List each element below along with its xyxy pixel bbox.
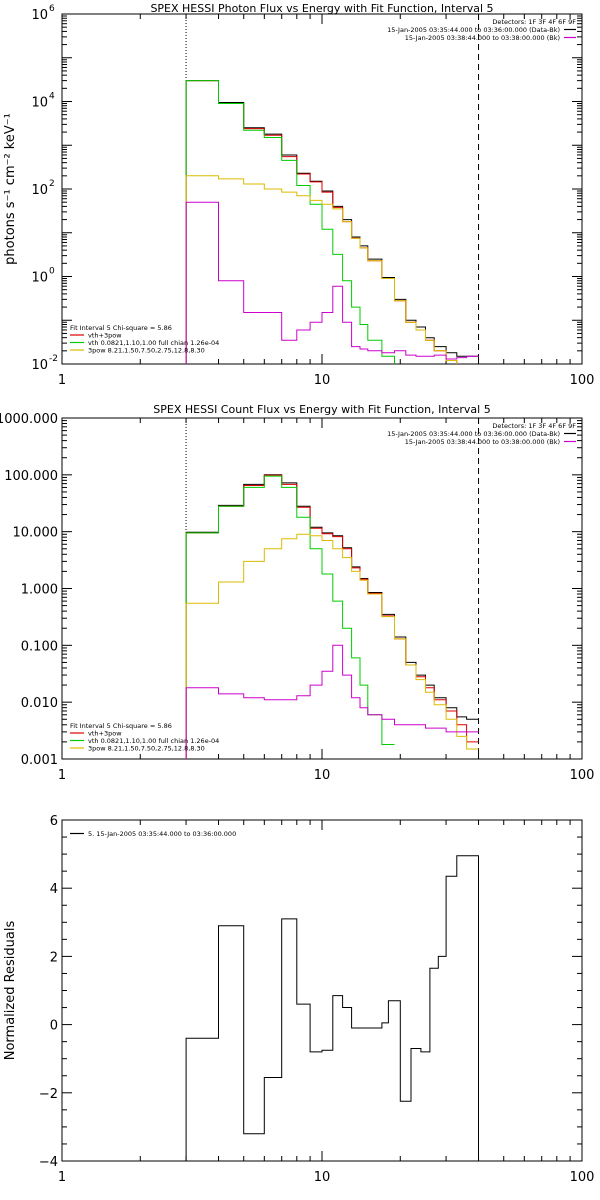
series-line-2 <box>185 80 458 364</box>
y-tick-label-base: 10 <box>31 183 48 198</box>
y-tick-label: 1000.000 <box>0 412 58 427</box>
y-tick-label-base: 10 <box>31 8 48 23</box>
chart-panel-3: 1 10 100 −4 −2 0 2 4 6 Normalized Residuals 5. 15-… <box>3 814 594 1185</box>
y-tick-label-base: 10 <box>31 271 48 286</box>
y-axis-label: Normalized Residuals <box>3 921 18 1061</box>
legend-entry: 3pow 8.21,1.50,7.50,2.75,12.8,8.30 <box>88 347 205 355</box>
legend-entry: 15-Jan-2005 03:35:44.000 to 03:36:00.000… <box>387 26 560 34</box>
y-tick-label: 6 <box>50 814 58 829</box>
x-tick-label: 100 <box>570 373 595 388</box>
y-tick-label: 0.100 <box>21 639 58 654</box>
x-tick-label: 1 <box>58 373 66 388</box>
legend-bottom-left: Fit Interval 5 Chi-square = 5.86vth+3pow… <box>70 722 219 753</box>
y-tick-label: 10.000 <box>13 526 59 541</box>
y-tick-label-exponent: 2 <box>49 179 55 189</box>
y-tick-label: 1.000 <box>21 583 58 598</box>
series-line-1 <box>185 855 479 1161</box>
y-tick-label-exponent: 6 <box>49 4 55 14</box>
legend-entry: vth+3pow <box>88 332 122 340</box>
legend-entry: 5. 15-Jan-2005 03:35:44.000 to 03:36:00.… <box>88 830 236 838</box>
chart-title: SPEX HESSI Photon Flux vs Energy with Fi… <box>150 2 493 15</box>
legend-entry: vth 0.0821,1.10,1.00 full chian 1.26e-04 <box>88 737 219 745</box>
legend-entry: vth+3pow <box>88 730 122 738</box>
y-tick-label: 100.000 <box>4 469 58 484</box>
y-tick-label: −2 <box>39 1087 58 1102</box>
y-tick-label: 10 6 <box>31 4 55 23</box>
legend-entry: vth 0.0821,1.10,1.00 full chian 1.26e-04 <box>88 339 219 347</box>
series-group <box>185 474 479 759</box>
y-tick-label: 0 <box>50 1019 58 1034</box>
y-tick-label-exponent: -2 <box>49 354 58 364</box>
series-line-3 <box>185 475 395 759</box>
legend-title: Detectors: 1F 3F 4F 6F 9F <box>492 18 576 26</box>
y-tick-label-base: 10 <box>31 358 48 373</box>
x-tick-label: 10 <box>314 768 331 783</box>
x-tick-label: 100 <box>570 1170 595 1185</box>
y-tick-label: 10 0 <box>31 267 55 286</box>
y-tick-label: 10 4 <box>31 92 55 111</box>
legend-entry: 15-Jan-2005 03:35:44.000 to 03:36:00.000… <box>387 430 560 438</box>
y-tick-label-exponent: 0 <box>49 267 55 277</box>
x-tick-label: 1 <box>58 1170 66 1185</box>
y-tick-label-exponent: 4 <box>49 92 55 102</box>
legend-entry: 15-Jan-2005 03:38:44.000 to 03:38:00.000… <box>405 438 560 446</box>
plot-frame <box>61 819 583 1162</box>
x-tick-label: 100 <box>570 768 595 783</box>
x-tick-label: 10 <box>314 373 331 388</box>
legend-bottom-left: Fit Interval 5 Chi-square = 5.86vth+3pow… <box>70 324 219 355</box>
series-group <box>185 80 479 364</box>
series-group <box>185 855 479 1161</box>
y-tick-label-base: 10 <box>31 96 48 111</box>
series-line-1 <box>185 474 479 759</box>
y-tick-label: 0.001 <box>21 753 58 768</box>
chart-panel-1: SPEX HESSI Photon Flux vs Energy with Fi… <box>3 2 594 388</box>
y-tick-label: −4 <box>39 1155 58 1170</box>
plot-frame <box>61 417 583 760</box>
legend-entry: 3pow 8.21,1.50,7.50,2.75,12.8,8.30 <box>88 745 205 753</box>
y-axis-label: photons s⁻¹ cm⁻² keV⁻¹ <box>3 113 18 265</box>
series-line-4 <box>185 175 458 364</box>
y-tick-label: 2 <box>50 950 58 965</box>
legend-entry: 15-Jan-2005 03:38:44.000 to 03:38:00.000… <box>405 34 560 42</box>
series-line-4 <box>185 533 479 759</box>
chart-panel-2: SPEX HESSI Count Flux vs Energy with Fit… <box>0 403 594 783</box>
y-tick-label: 0.010 <box>21 696 58 711</box>
series-line-3 <box>185 80 395 364</box>
y-tick-label: 4 <box>50 882 58 897</box>
x-tick-label: 1 <box>58 768 66 783</box>
legend-title: Fit Interval 5 Chi-square = 5.86 <box>70 722 172 730</box>
series-line-5 <box>185 644 479 759</box>
series-line-2 <box>185 474 479 759</box>
x-tick-label: 10 <box>314 1170 331 1185</box>
series-line-1 <box>185 80 479 364</box>
chart-title: SPEX HESSI Count Flux vs Energy with Fit… <box>153 403 490 416</box>
y-tick-label: 10 -2 <box>31 354 58 373</box>
legend-title: Fit Interval 5 Chi-square = 5.86 <box>70 324 172 332</box>
series-line-5 <box>185 201 479 364</box>
legend-title: Detectors: 1F 3F 4F 6F 9F <box>492 422 576 430</box>
y-tick-label: 10 2 <box>31 179 54 198</box>
legend-top-left: 5. 15-Jan-2005 03:35:44.000 to 03:36:00.… <box>70 830 236 838</box>
